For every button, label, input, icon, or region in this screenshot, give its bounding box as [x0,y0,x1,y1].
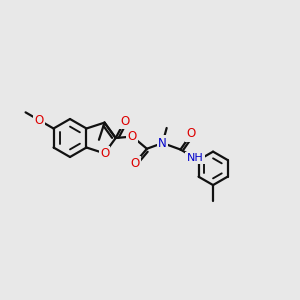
Text: O: O [34,114,44,127]
Text: O: O [130,157,139,170]
Text: O: O [187,128,196,140]
Text: NH: NH [187,153,203,163]
Text: O: O [128,130,137,143]
Text: O: O [120,115,129,128]
Text: O: O [100,147,109,160]
Text: N: N [158,136,167,149]
